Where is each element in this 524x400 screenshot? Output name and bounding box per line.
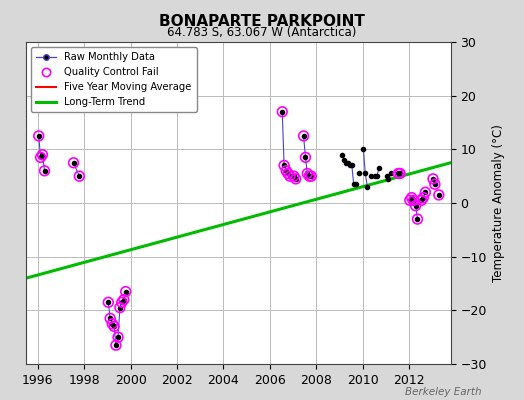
Point [112, 342, 120, 348]
Point [278, 108, 287, 115]
Legend: Raw Monthly Data, Quality Control Fail, Five Year Moving Average, Long-Term Tren: Raw Monthly Data, Quality Control Fail, … [31, 47, 196, 112]
Point [280, 162, 288, 169]
Point [408, 194, 416, 201]
Point [406, 197, 414, 204]
Point [411, 202, 420, 209]
Point [106, 315, 114, 322]
Point [410, 197, 418, 204]
Text: 64.783 S, 63.067 W (Antarctica): 64.783 S, 63.067 W (Antarctica) [167, 26, 357, 39]
Point [431, 181, 439, 188]
Point [284, 170, 292, 177]
Text: Berkeley Earth: Berkeley Earth [406, 387, 482, 397]
Point [413, 216, 422, 222]
Point [290, 173, 298, 179]
Point [307, 173, 315, 179]
Point [35, 133, 43, 139]
Y-axis label: Temperature Anomaly (°C): Temperature Anomaly (°C) [492, 124, 505, 282]
Point [396, 170, 405, 177]
Text: BONAPARTE PARKPOINT: BONAPARTE PARKPOINT [159, 14, 365, 29]
Point [394, 170, 402, 177]
Point [305, 173, 313, 179]
Point [301, 154, 310, 160]
Point [429, 176, 437, 182]
Point [122, 288, 130, 295]
Point [108, 320, 116, 327]
Point [419, 194, 428, 201]
Point [417, 197, 425, 204]
Point [119, 296, 128, 303]
Point [38, 152, 47, 158]
Point [421, 189, 430, 196]
Point [69, 160, 78, 166]
Point [303, 170, 311, 177]
Point [114, 334, 122, 340]
Point [434, 192, 443, 198]
Point [110, 323, 118, 330]
Point [117, 299, 126, 306]
Point [286, 173, 294, 179]
Point [40, 168, 49, 174]
Point [104, 299, 113, 306]
Point [36, 154, 45, 160]
Point [75, 173, 83, 179]
Point [282, 168, 290, 174]
Point [299, 133, 308, 139]
Point [116, 304, 124, 311]
Point [291, 176, 300, 182]
